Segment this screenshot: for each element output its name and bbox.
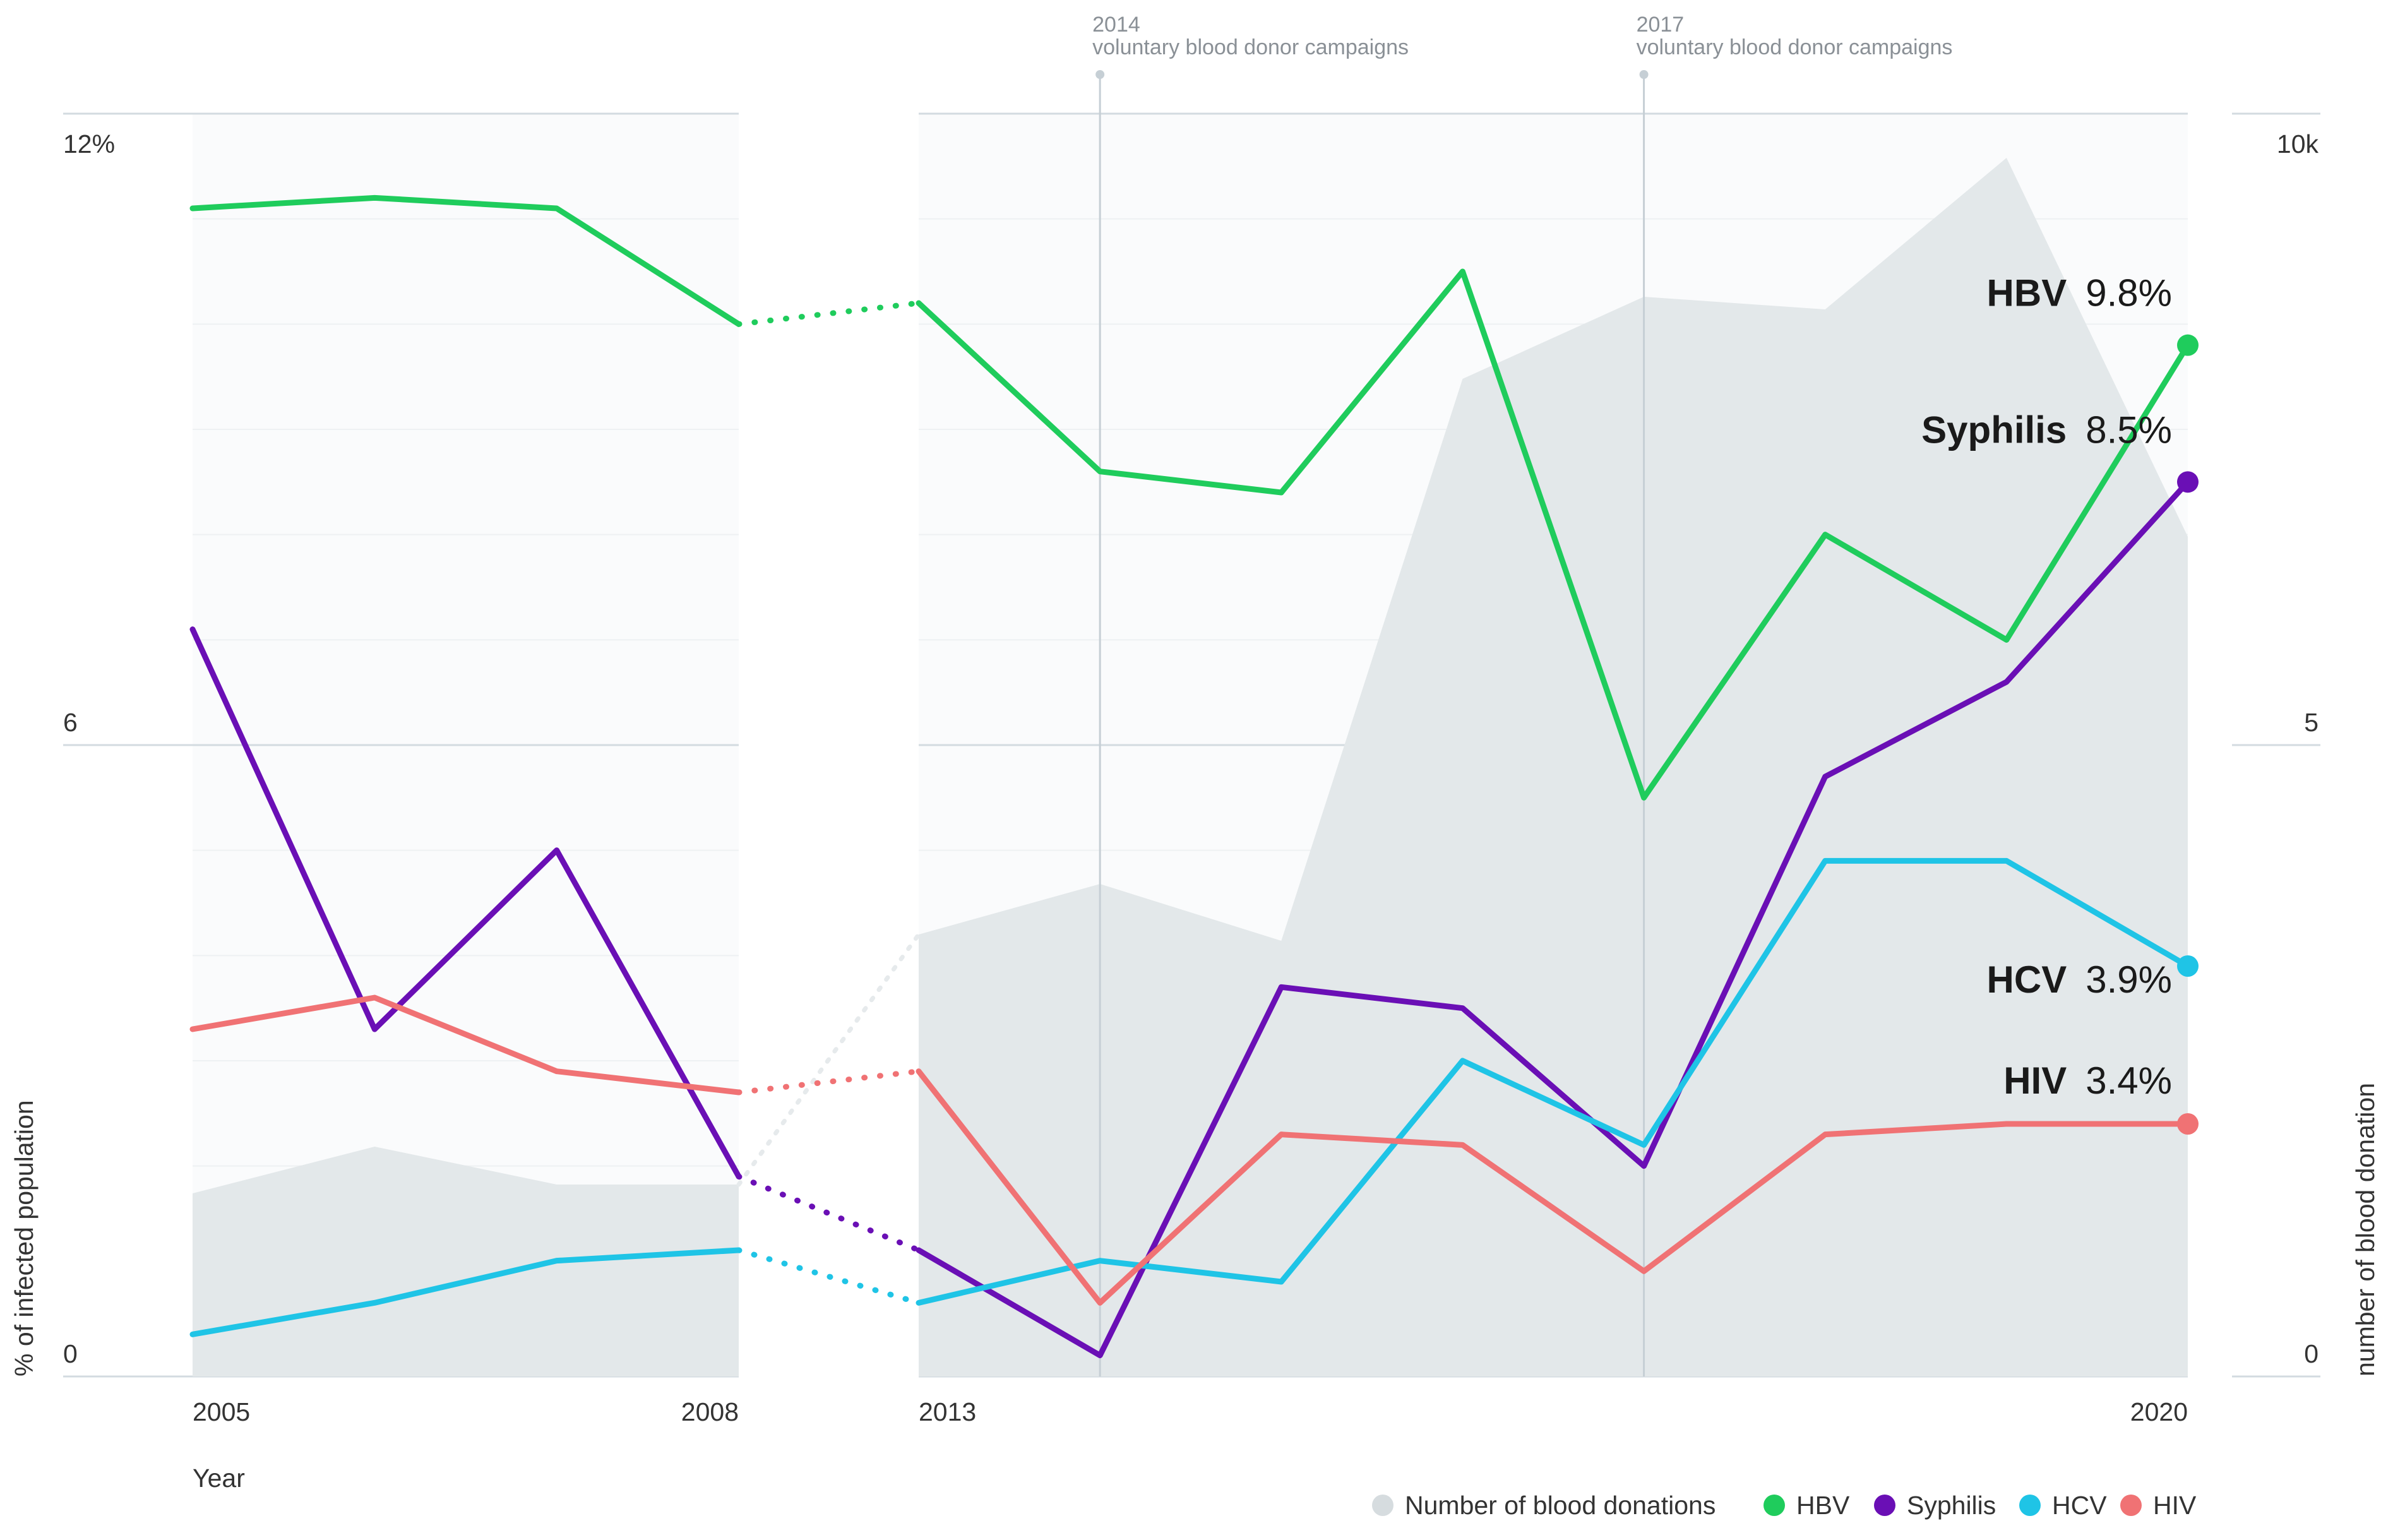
hiv-end-label: HIV 3.4%	[2003, 1059, 2172, 1102]
donations-area-segment	[919, 158, 2188, 1376]
hcv-gap-connector	[736, 1247, 922, 1306]
y-right-axis-title: number of blood donation	[2351, 1083, 2380, 1376]
syphilis-end-value: 8.5%	[2086, 409, 2172, 451]
x-tick-label: 2008	[681, 1397, 739, 1426]
legend-swatch-1	[1763, 1495, 1785, 1516]
hcv-end-value: 3.9%	[2086, 958, 2172, 1001]
hcv-line-segment	[916, 857, 2191, 1306]
event-dot-2017	[1639, 70, 1649, 79]
event-description: voluntary blood donor campaigns	[1092, 35, 1409, 59]
event-dot-2014	[1095, 70, 1105, 79]
x-tick-label: 2013	[919, 1397, 976, 1426]
donations-area-segment	[193, 1147, 739, 1376]
y-left-axis-title: % of infected population	[9, 1100, 39, 1376]
event-description: voluntary blood donor campaigns	[1637, 35, 1953, 59]
x-tick-label: 2020	[2130, 1397, 2188, 1426]
hiv-line-segment	[189, 994, 742, 1095]
hbv-end-value: 9.8%	[2086, 272, 2172, 314]
hbv-end-name: HBV	[1987, 272, 2067, 314]
donations-area-gap-connector	[736, 932, 921, 1187]
hbv-gap-connector	[736, 300, 922, 327]
legend-swatch-0	[1372, 1495, 1393, 1516]
legend-swatch-3	[2019, 1495, 2041, 1516]
legend-label: HCV	[2052, 1491, 2107, 1520]
y-left-tick-label: 6	[63, 708, 78, 737]
hbv-end-label: HBV 9.8%	[1987, 272, 2172, 314]
hcv-end-name: HCV	[1987, 958, 2067, 1001]
hiv-end-name: HIV	[2003, 1059, 2067, 1102]
event-year-label: 2017	[1637, 13, 1685, 37]
y-right-tick-label: 10k	[2277, 129, 2319, 158]
syphilis-line-segment	[916, 479, 2191, 1359]
legend: Number of blood donations HBV Syphilis HCV H…	[1372, 1491, 2197, 1520]
legend-swatch-2	[1874, 1495, 1895, 1516]
hcv-end-label: HCV 3.9%	[1987, 958, 2172, 1001]
end-markers	[2177, 334, 2199, 1135]
hiv-end-value: 3.4%	[2086, 1059, 2172, 1102]
y-right-tick-label: 5	[2304, 708, 2318, 737]
y-left-tick-label: 0	[63, 1339, 78, 1368]
legend-label: Number of blood donations	[1405, 1491, 1716, 1520]
donations-area	[193, 158, 2188, 1376]
hbv-line-segment	[916, 268, 2191, 801]
hiv-gap-connector	[736, 1068, 922, 1095]
hbv-end-marker	[2177, 334, 2199, 356]
x-axis-title: Year	[193, 1464, 245, 1493]
legend-label: HBV	[1796, 1491, 1850, 1520]
y-left-tick-label: 12%	[63, 129, 115, 158]
syphilis-end-label: Syphilis 8.5%	[1921, 409, 2172, 451]
syphilis-gap-connector	[736, 1173, 922, 1253]
hiv-line-segment	[916, 1068, 2191, 1306]
event-year-label: 2014	[1092, 13, 1140, 37]
y-right-tick-label: 0	[2304, 1339, 2318, 1368]
syphilis-line-segment	[189, 626, 742, 1179]
x-tick-label: 2005	[193, 1397, 250, 1426]
syphilis-end-marker	[2177, 471, 2199, 493]
hiv-end-marker	[2177, 1113, 2199, 1135]
hcv-end-marker	[2177, 955, 2199, 977]
hcv-line-segment	[189, 1247, 742, 1337]
legend-swatch-4	[2120, 1495, 2142, 1516]
series-lines	[189, 194, 2191, 1359]
legend-label: Syphilis	[1907, 1491, 1996, 1520]
syphilis-end-name: Syphilis	[1921, 409, 2067, 451]
hbv-line-segment	[189, 194, 742, 327]
legend-label: HIV	[2153, 1491, 2197, 1520]
